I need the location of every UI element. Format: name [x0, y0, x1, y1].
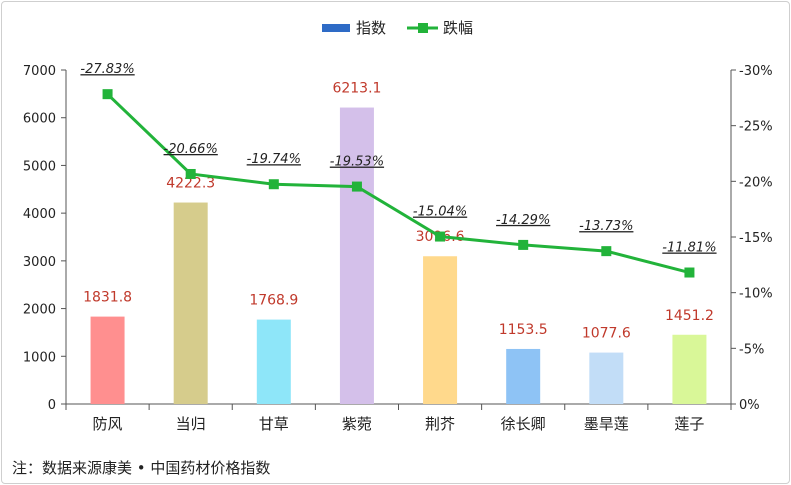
bar-value-label: 1768.9 — [249, 293, 298, 309]
left-tick-label: 6000 — [23, 112, 56, 127]
category-label: 墨旱莲 — [584, 415, 629, 433]
category-label: 荆芥 — [425, 415, 455, 433]
line-point — [102, 89, 113, 100]
line-value-label: -15.04% — [413, 205, 467, 220]
line-series — [106, 93, 690, 274]
line-value-label: -19.53% — [330, 155, 384, 170]
right-tick-label: -25% — [739, 120, 773, 135]
left-tick-label: 0 — [48, 398, 56, 413]
bar — [90, 316, 125, 404]
right-tick-label: -30% — [739, 64, 773, 79]
legend-bar-label: 指数 — [356, 19, 386, 37]
line-point — [185, 168, 196, 179]
line-value-label: -13.73% — [579, 219, 633, 234]
right-tick-label: -5% — [739, 342, 764, 357]
line-point — [518, 239, 529, 250]
right-tick-label: -10% — [739, 287, 773, 302]
category-label: 莲子 — [674, 415, 704, 433]
bar — [423, 256, 458, 404]
bar — [256, 319, 291, 404]
left-tick-label: 5000 — [23, 159, 56, 174]
line-point — [268, 179, 279, 190]
line-value-label: -27.83% — [80, 62, 134, 77]
bar-value-label: 1451.2 — [665, 308, 714, 324]
bar — [173, 202, 208, 404]
legend-line-label: 跌幅 — [443, 19, 473, 37]
category-label: 徐长卿 — [501, 415, 546, 433]
bar — [672, 334, 707, 404]
right-tick-label: -15% — [739, 231, 773, 246]
line-value-label: -19.74% — [247, 152, 301, 167]
source-note: 注：数据来源康美 • 中国药材价格指数 — [12, 459, 271, 477]
bar-value-label: 4222.3 — [166, 176, 215, 192]
line-point — [684, 267, 695, 278]
left-tick-label: 7000 — [23, 64, 56, 79]
category-label: 当归 — [176, 415, 206, 433]
legend-bar-swatch — [322, 24, 350, 32]
category-label: 防风 — [93, 415, 123, 433]
bar-value-label: 1153.5 — [499, 322, 548, 338]
left-tick-label: 4000 — [23, 207, 56, 222]
bar-value-label: 1831.8 — [83, 290, 132, 306]
legend-line-marker — [418, 23, 428, 33]
line-point — [435, 231, 446, 242]
bar — [339, 107, 374, 404]
bar — [589, 352, 624, 404]
right-tick-label: -20% — [739, 175, 773, 190]
bar — [506, 348, 541, 404]
right-tick-label: 0% — [739, 398, 760, 413]
line-value-label: -14.29% — [496, 213, 550, 228]
left-tick-label: 3000 — [23, 255, 56, 270]
category-label: 紫菀 — [342, 415, 372, 433]
line-value-label: -20.66% — [164, 142, 218, 157]
line-point — [601, 246, 612, 257]
category-label: 甘草 — [259, 415, 289, 433]
left-tick-label: 1000 — [23, 350, 56, 365]
left-tick-label: 2000 — [23, 303, 56, 318]
bar-value-label: 6213.1 — [332, 81, 381, 97]
bar-value-label: 1077.6 — [582, 326, 631, 342]
line-point — [351, 181, 362, 192]
line-value-label: -11.81% — [662, 241, 716, 256]
